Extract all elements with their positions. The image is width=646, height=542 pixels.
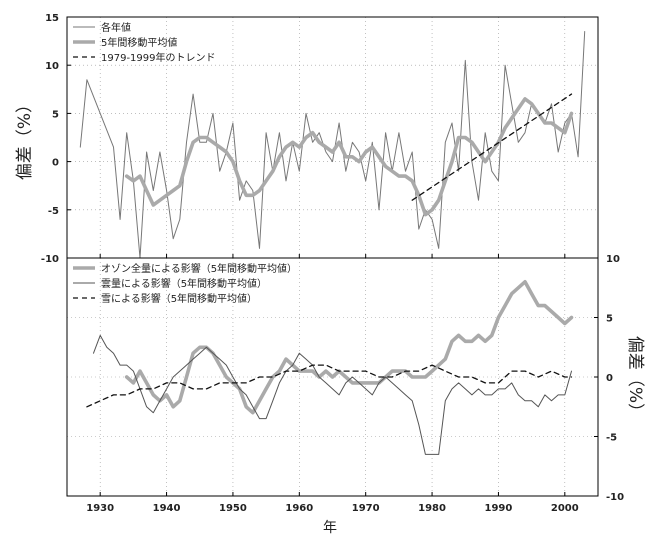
bottom-y-tick-label: -5: [606, 433, 617, 444]
top-y-axis-label: 偏差（%）: [15, 96, 35, 180]
top-legend-label-1: 各年値: [101, 21, 131, 34]
x-tick-label: 1970: [352, 503, 380, 514]
top-series-line-2: [124, 97, 574, 217]
top-legend-label-2: 5年間移動平均値: [101, 36, 177, 49]
bottom-y-tick-label: 10: [606, 254, 620, 265]
bottom-panel: 10 5 0 -5 -10 1930 1940 1950 1960 1970 1980 1990 200…: [66, 254, 624, 514]
top-y-tick-label: -5: [48, 206, 59, 217]
top-y-tick-label: 15: [45, 13, 59, 24]
x-tick-label: 1990: [485, 503, 513, 514]
bottom-y-tick-label: 5: [606, 314, 613, 325]
top-legend-label-3: 1979-1999年のトレンド: [101, 51, 216, 64]
bottom-legend-label-1: オゾン全量による影響（5年間移動平均値）: [101, 262, 297, 275]
bottom-legend-label-2: 雲量による影響（5年間移動平均値）: [101, 277, 267, 290]
bottom-y-tick-label: 0: [606, 373, 613, 384]
x-tick-label: 1940: [153, 503, 181, 514]
bottom-series-line-2: [93, 334, 572, 455]
x-tick-label: 2000: [551, 503, 579, 514]
top-y-tick-label: 5: [52, 109, 59, 120]
x-axis-label: 年: [323, 520, 337, 536]
top-series-line-3: [411, 93, 573, 201]
top-y-tick-label: -10: [41, 254, 59, 265]
top-y-tick-label: 10: [45, 61, 59, 72]
x-tick-label: 1960: [285, 503, 313, 514]
top-y-tick-label: 0: [52, 158, 59, 169]
bottom-y-axis-label: 偏差（%）: [625, 336, 645, 420]
bottom-y-tick-label: -10: [606, 492, 624, 503]
x-tick-label: 1930: [86, 503, 114, 514]
bottom-legend-label-3: 雪による影響（5年間移動平均値）: [101, 292, 257, 305]
top-panel: 15 10 5 0 -5 -10 各年値 5年間移動平均値 1979-1999年のトレンド: [41, 13, 599, 265]
x-tick-label: 1950: [219, 503, 247, 514]
x-tick-label: 1980: [418, 503, 446, 514]
